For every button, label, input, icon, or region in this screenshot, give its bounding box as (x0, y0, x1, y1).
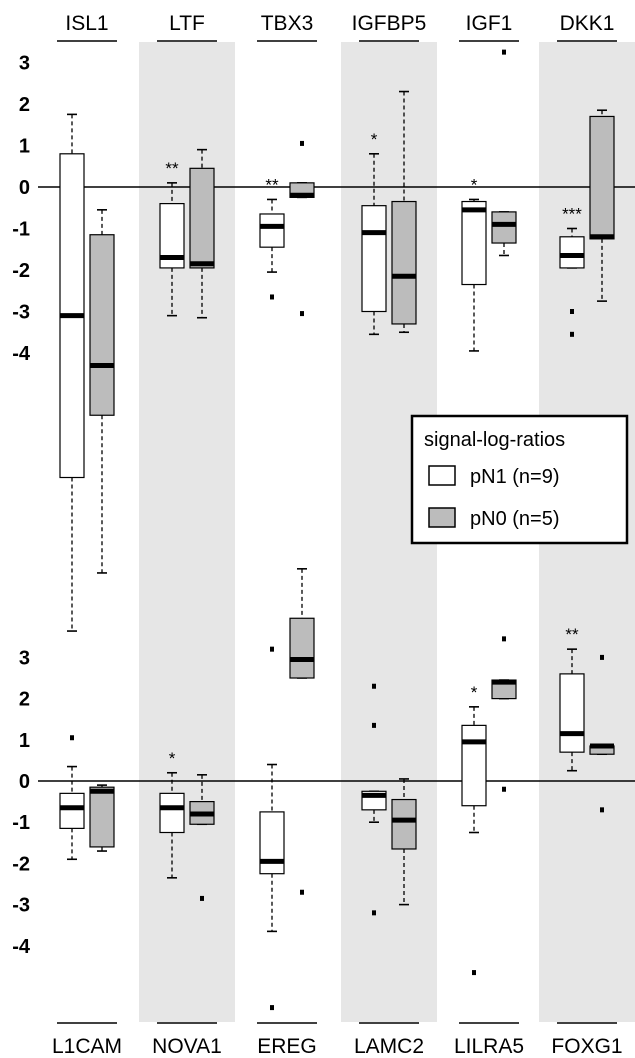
y-tick-label: 1 (19, 730, 30, 752)
gene-labels: ISL1 LTF**TBX3**IGFBP5*IGF1*DKK1***L1CAM N… (52, 12, 623, 1058)
outlier-point (502, 786, 506, 792)
outlier-point (600, 807, 604, 813)
outlier-point (570, 309, 574, 314)
outlier-point (570, 331, 574, 337)
box-pn0 (189, 167, 215, 269)
box-pn0 (589, 115, 615, 240)
legend-swatch-pn0 (428, 507, 456, 528)
significance-marker: * (471, 175, 478, 194)
significance-marker: * (371, 130, 378, 149)
y-tick-label: 1 (19, 136, 30, 158)
significance-marker: ** (165, 159, 179, 178)
gene-label: LILRA5 (454, 1035, 524, 1058)
outlier-point (300, 311, 304, 317)
gene-label: ISL1 (65, 12, 108, 35)
gene-label: IGFBP5 (352, 12, 427, 35)
y-tick-label: -1 (12, 812, 30, 834)
legend-label-pn0: pN0 (n=5) (470, 508, 560, 530)
gene-label: LAMC2 (354, 1035, 424, 1058)
y-tick-label: 3 (19, 647, 30, 669)
significance-marker: *** (562, 205, 582, 224)
outlier-point (70, 735, 74, 741)
legend-title: signal-log-ratios (424, 429, 565, 451)
y-tick-label: -2 (12, 853, 30, 875)
outlier-point (300, 140, 304, 146)
gene-label: L1CAM (52, 1035, 122, 1058)
box-pn0 (89, 234, 115, 416)
box-pn1 (461, 200, 487, 286)
outlier-point (200, 895, 204, 901)
y-tick-label: -3 (12, 302, 30, 324)
gene-label: FOXG1 (551, 1035, 622, 1058)
outlier-point (372, 910, 376, 916)
outlier-point (270, 1005, 274, 1011)
outlier-point (300, 889, 304, 895)
y-tick-label: -4 (12, 343, 31, 365)
legend-swatch-pn1 (428, 465, 456, 486)
outlier-point (270, 646, 274, 652)
box-pn1 (559, 673, 585, 753)
significance-marker: * (169, 749, 176, 768)
box-pn1 (361, 205, 387, 313)
box-pn1 (461, 724, 487, 807)
gene-label: LTF (169, 12, 205, 35)
box-pn1 (59, 792, 85, 829)
gene-label: DKK1 (560, 12, 615, 35)
outlier-point (502, 636, 506, 642)
outlier-point (502, 49, 506, 55)
box-plots (59, 49, 615, 1011)
gene-label: EREG (257, 1035, 317, 1058)
legend-label-pn1: pN1 (n=9) (470, 466, 560, 488)
box-pn0 (89, 786, 115, 848)
outlier-point (372, 683, 376, 689)
outlier-point (600, 654, 604, 660)
box-pn0 (391, 798, 417, 850)
y-tick-label: -2 (12, 260, 30, 282)
outlier-point (472, 970, 476, 976)
box-pn1 (259, 811, 285, 875)
background-band (139, 42, 235, 1022)
gene-label: TBX3 (261, 12, 314, 35)
y-tick-label: 3 (19, 53, 30, 75)
y-tick-label: 0 (19, 177, 30, 199)
box-pn0 (289, 617, 315, 679)
y-tick-label: -1 (12, 219, 30, 241)
y-tick-label: -3 (12, 895, 30, 917)
outlier-point (270, 294, 274, 300)
box-pn1 (159, 792, 185, 834)
axes: 3 2 1 0 -1 -2 -3 -4 3 2 1 0 -1 -2 -3 -4 (12, 53, 635, 958)
significance-marker: ** (265, 175, 279, 194)
y-tick-label: -4 (12, 936, 31, 958)
outlier-point (372, 722, 376, 728)
box-pn1 (259, 213, 285, 248)
significance-marker: ** (565, 625, 579, 644)
gene-label: NOVA1 (152, 1035, 222, 1058)
legend: signal-log-ratios pN1 (n=9) pN0 (n=5) (410, 414, 629, 545)
box-pn1 (559, 236, 585, 269)
box-pn0 (491, 211, 517, 244)
y-tick-label: 2 (19, 689, 30, 711)
y-tick-label: 0 (19, 771, 30, 793)
box-pn0 (391, 200, 417, 325)
gene-label: IGF1 (466, 12, 513, 35)
significance-marker: * (471, 683, 478, 702)
y-tick-label: 2 (19, 94, 30, 116)
